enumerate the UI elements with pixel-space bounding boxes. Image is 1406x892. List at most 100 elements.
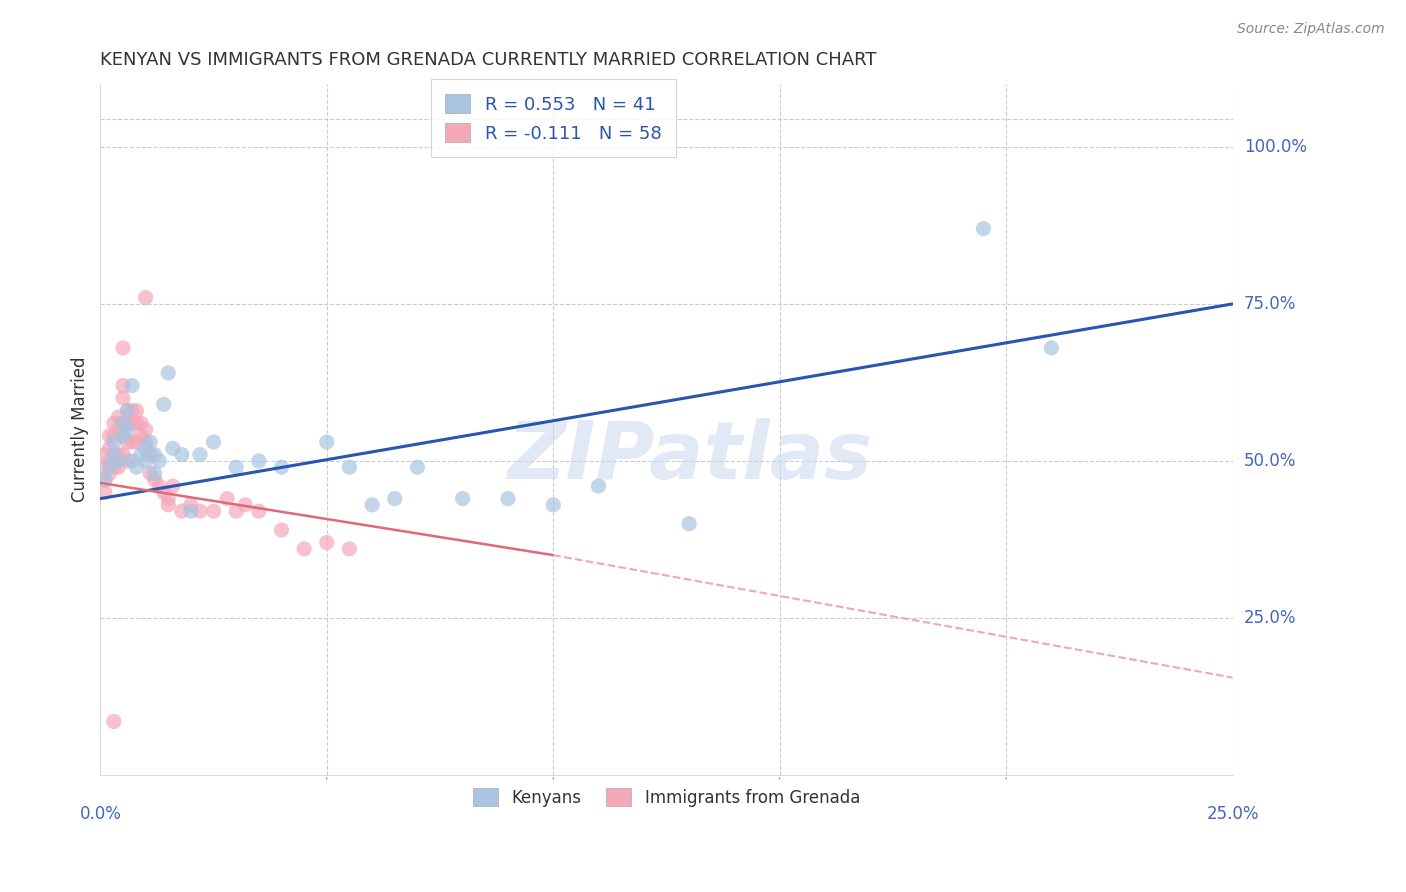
Point	[152, 397, 174, 411]
Point	[125, 403, 148, 417]
Point	[98, 460, 121, 475]
Point	[111, 429, 134, 443]
Point	[103, 429, 125, 443]
Point	[315, 535, 337, 549]
Text: 100.0%: 100.0%	[1244, 138, 1306, 156]
Text: 0.0%: 0.0%	[79, 805, 121, 823]
Point	[148, 454, 170, 468]
Point	[157, 366, 180, 380]
Text: 50.0%: 50.0%	[1244, 452, 1296, 470]
Point	[125, 416, 148, 430]
Point	[139, 435, 162, 450]
Point	[170, 504, 193, 518]
Point	[225, 504, 247, 518]
Point	[180, 504, 202, 518]
Point	[121, 378, 143, 392]
Point	[111, 448, 134, 462]
Point	[117, 403, 139, 417]
Point	[94, 473, 117, 487]
Point	[233, 498, 256, 512]
Point	[121, 435, 143, 450]
Point	[107, 409, 129, 424]
Point	[103, 448, 125, 462]
Point	[135, 435, 157, 450]
Point	[98, 454, 121, 468]
Text: KENYAN VS IMMIGRANTS FROM GRENADA CURRENTLY MARRIED CORRELATION CHART: KENYAN VS IMMIGRANTS FROM GRENADA CURREN…	[100, 51, 877, 69]
Point	[129, 429, 152, 443]
Point	[217, 491, 239, 506]
Point	[107, 460, 129, 475]
Point	[143, 448, 166, 462]
Point	[111, 391, 134, 405]
Point	[247, 454, 270, 468]
Point	[225, 460, 247, 475]
Point	[94, 448, 117, 462]
Point	[292, 541, 315, 556]
Point	[103, 435, 125, 450]
Point	[107, 423, 129, 437]
Point	[678, 516, 700, 531]
Point	[406, 460, 429, 475]
Point	[202, 504, 225, 518]
Text: Source: ZipAtlas.com: Source: ZipAtlas.com	[1237, 22, 1385, 37]
Point	[135, 291, 157, 305]
Point	[125, 460, 148, 475]
Point	[117, 435, 139, 450]
Point	[103, 714, 125, 729]
Point	[121, 403, 143, 417]
Text: 75.0%: 75.0%	[1244, 295, 1296, 313]
Point	[188, 504, 211, 518]
Point	[111, 429, 134, 443]
Point	[98, 442, 121, 456]
Point	[111, 341, 134, 355]
Point	[339, 460, 361, 475]
Text: ZIPatlas: ZIPatlas	[506, 418, 872, 496]
Point	[315, 435, 337, 450]
Point	[180, 498, 202, 512]
Point	[111, 378, 134, 392]
Point	[541, 498, 564, 512]
Point	[117, 416, 139, 430]
Point	[162, 442, 184, 456]
Point	[98, 467, 121, 481]
Point	[270, 460, 292, 475]
Point	[139, 448, 162, 462]
Point	[361, 498, 384, 512]
Point	[103, 460, 125, 475]
Point	[135, 454, 157, 468]
Point	[125, 435, 148, 450]
Point	[148, 479, 170, 493]
Point	[117, 454, 139, 468]
Point	[129, 448, 152, 462]
Point	[157, 498, 180, 512]
Y-axis label: Currently Married: Currently Married	[72, 357, 89, 502]
Point	[135, 423, 157, 437]
Point	[157, 491, 180, 506]
Text: 25.0%: 25.0%	[1206, 805, 1258, 823]
Legend: Kenyans, Immigrants from Grenada: Kenyans, Immigrants from Grenada	[464, 780, 869, 815]
Point	[117, 403, 139, 417]
Point	[121, 416, 143, 430]
Point	[94, 460, 117, 475]
Point	[247, 504, 270, 518]
Point	[162, 479, 184, 493]
Point	[202, 435, 225, 450]
Point	[103, 416, 125, 430]
Point	[143, 467, 166, 481]
Point	[94, 485, 117, 500]
Text: 25.0%: 25.0%	[1244, 609, 1296, 627]
Point	[188, 448, 211, 462]
Point	[121, 454, 143, 468]
Point	[103, 448, 125, 462]
Point	[496, 491, 519, 506]
Point	[139, 467, 162, 481]
Point	[107, 454, 129, 468]
Point	[339, 541, 361, 556]
Point	[384, 491, 406, 506]
Point	[1040, 341, 1063, 355]
Point	[270, 523, 292, 537]
Point	[129, 416, 152, 430]
Point	[152, 485, 174, 500]
Point	[972, 221, 994, 235]
Point	[111, 416, 134, 430]
